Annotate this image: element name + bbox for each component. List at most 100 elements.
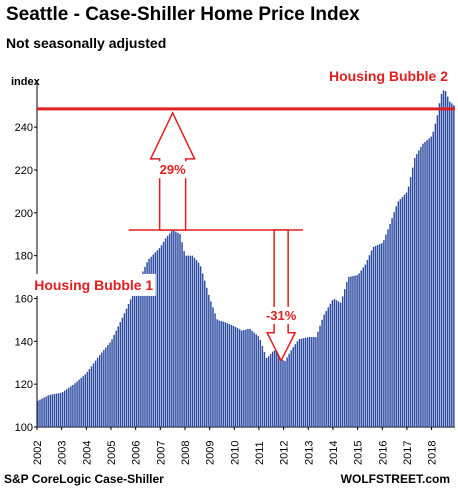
- bar: [243, 330, 245, 427]
- x-tick-label: 2014: [328, 441, 340, 465]
- brand-label: WOLFSTREET.com: [340, 472, 450, 486]
- bar: [249, 329, 251, 427]
- bar: [222, 321, 224, 427]
- down-arrow: [265, 229, 297, 363]
- bar: [113, 334, 115, 427]
- bar: [164, 238, 167, 427]
- bar: [41, 398, 43, 427]
- bar: [133, 290, 136, 427]
- bar: [362, 267, 364, 427]
- bar: [313, 337, 315, 427]
- bar: [47, 395, 49, 427]
- y-tick-label: 240: [15, 122, 33, 134]
- bar: [127, 304, 130, 427]
- bar: [90, 366, 93, 427]
- bar: [269, 353, 272, 427]
- x-tick-label: 2012: [279, 441, 291, 465]
- bar: [339, 302, 342, 427]
- bar: [80, 377, 82, 427]
- bar: [401, 196, 404, 427]
- reference-line-label: Housing Bubble 2: [329, 68, 448, 84]
- x-tick-label: 2005: [106, 441, 118, 465]
- bar: [101, 352, 103, 427]
- bar: [57, 393, 60, 427]
- x-tick-label: 2011: [254, 441, 266, 465]
- bar: [88, 369, 91, 427]
- bar: [346, 282, 348, 427]
- bar: [179, 234, 181, 427]
- bar: [426, 140, 428, 427]
- bar: [210, 301, 212, 427]
- bar: [66, 389, 68, 427]
- bar: [298, 339, 301, 427]
- bar: [418, 150, 420, 427]
- bar: [354, 275, 356, 427]
- bar: [399, 199, 402, 427]
- chart-subtitle: Not seasonally adjusted: [6, 35, 167, 51]
- bar: [206, 287, 208, 427]
- bar: [136, 285, 138, 427]
- bar: [278, 353, 280, 427]
- x-tick-label: 2017: [402, 441, 414, 465]
- bar: [271, 351, 274, 427]
- bar: [94, 360, 97, 427]
- bar: [265, 357, 268, 427]
- bar: [292, 347, 294, 427]
- bar: [428, 138, 430, 427]
- bar: [63, 390, 66, 427]
- bar: [424, 141, 426, 427]
- bar: [107, 345, 109, 427]
- bar: [306, 337, 309, 427]
- bar: [434, 123, 437, 427]
- bar: [403, 194, 406, 427]
- bar: [395, 206, 397, 427]
- bar: [158, 248, 161, 427]
- bar: [39, 399, 41, 427]
- bar: [181, 242, 183, 427]
- bar: [142, 271, 144, 427]
- bar: [414, 158, 416, 427]
- x-tick-label: 2015: [353, 441, 365, 465]
- bar: [59, 392, 62, 427]
- bar: [344, 289, 346, 427]
- bar: [123, 313, 126, 427]
- bar: [72, 384, 74, 427]
- bar: [430, 136, 432, 427]
- bar: [364, 264, 367, 427]
- x-tick-label: 2006: [131, 441, 143, 465]
- bar: [183, 251, 185, 427]
- bar: [68, 387, 70, 427]
- bar: [257, 336, 259, 427]
- annotation-housing-bubble-1: Housing Bubble 1: [34, 277, 153, 293]
- bar: [263, 351, 266, 427]
- bar: [358, 273, 360, 427]
- bar: [315, 337, 317, 427]
- bar: [49, 394, 52, 427]
- bar: [329, 303, 332, 427]
- bar: [197, 262, 200, 427]
- bar: [376, 245, 379, 427]
- bar: [381, 243, 383, 427]
- bar: [253, 332, 255, 427]
- bar: [368, 255, 371, 427]
- bar: [323, 314, 325, 427]
- bar: [92, 363, 95, 427]
- y-tick-label: 120: [15, 379, 33, 391]
- bar: [449, 101, 451, 427]
- y-tick-label: 200: [15, 208, 33, 220]
- bar: [117, 326, 119, 427]
- bar: [234, 326, 237, 427]
- x-tick-label: 2009: [205, 441, 217, 465]
- bar: [37, 400, 39, 427]
- bar: [109, 342, 111, 427]
- bar: [61, 392, 64, 427]
- bar: [53, 393, 56, 427]
- bar: [51, 394, 54, 427]
- bar: [218, 320, 220, 427]
- y-tick-label: 140: [15, 336, 33, 348]
- bar: [121, 317, 124, 427]
- bar: [267, 356, 270, 427]
- bar: [411, 167, 414, 427]
